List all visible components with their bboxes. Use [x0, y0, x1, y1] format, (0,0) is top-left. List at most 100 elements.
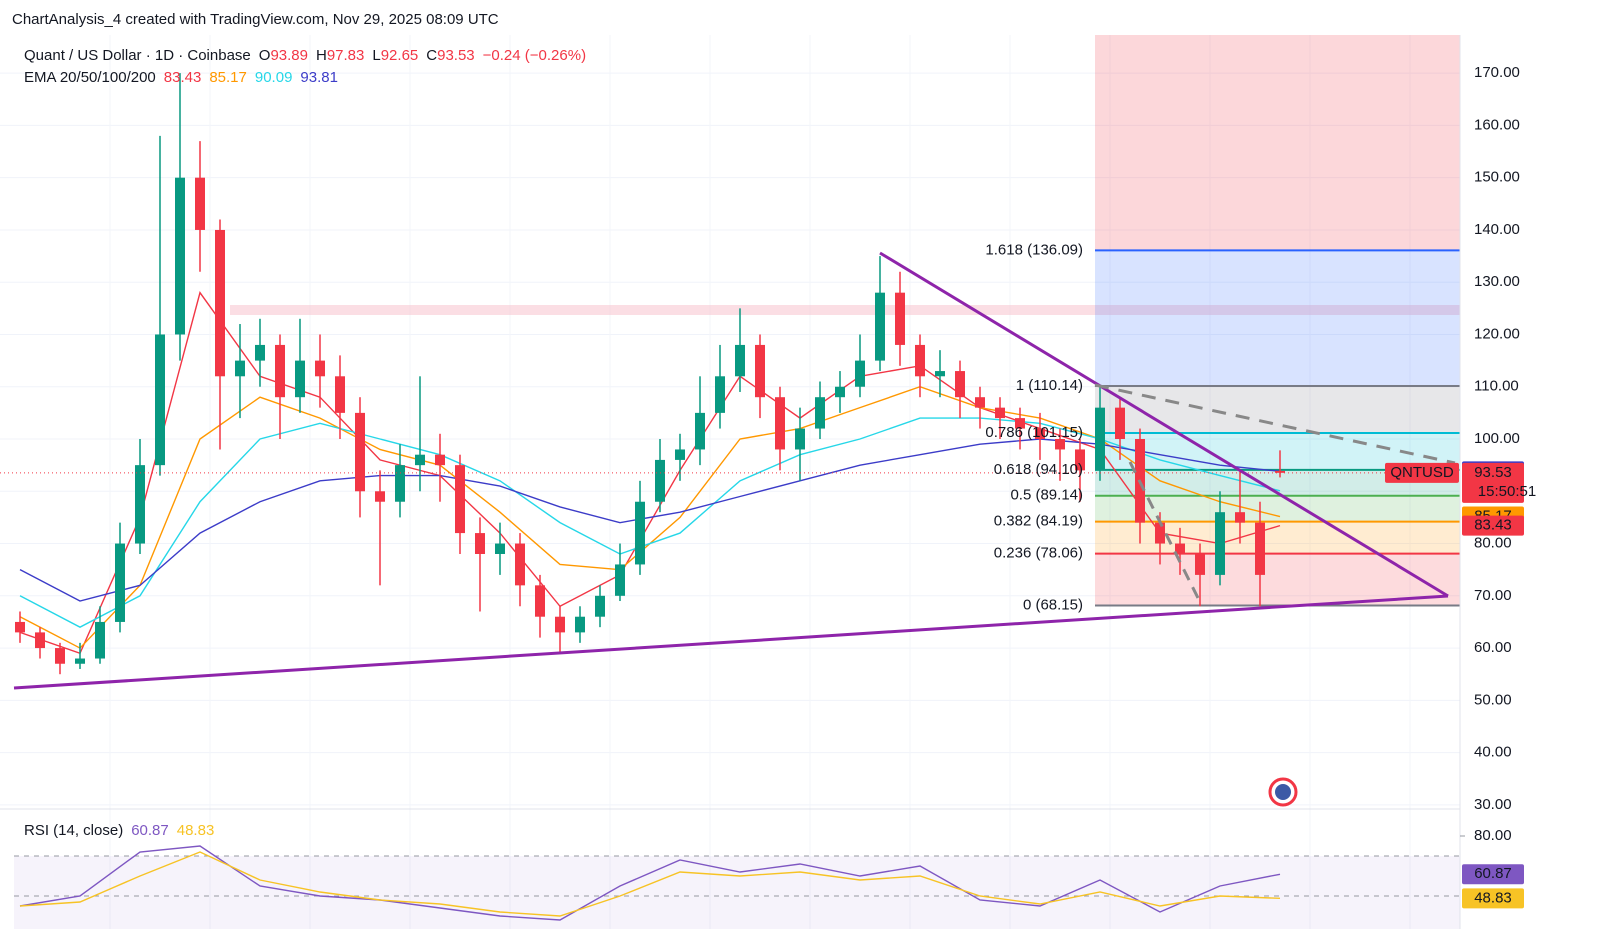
candle-body: [795, 428, 805, 450]
candle-body: [295, 360, 305, 398]
projection-line: [1094, 383, 1456, 465]
swing-line: [1128, 461, 1202, 603]
rsi-badge: [1462, 888, 1524, 909]
candle-body: [55, 648, 65, 664]
rsi-badge-label: 60.87: [1474, 865, 1512, 882]
candle-body: [715, 376, 725, 413]
candle-body: [175, 177, 185, 335]
ema-value: 90.09: [255, 69, 293, 86]
trendline-upper: [879, 251, 1449, 598]
candle-body: [115, 543, 125, 622]
candle-body: [135, 465, 145, 544]
ema-line: [19, 438, 1281, 602]
legend-symbol: Quant / US Dollar · 1D · Coinbase O93.89 H…: [24, 47, 586, 64]
rsi-band: [14, 856, 1460, 929]
rsi-value: 48.83: [177, 822, 215, 839]
candle-body: [15, 621, 25, 633]
y-tick-label: 60.00: [1474, 639, 1512, 656]
candle-body: [595, 595, 605, 617]
fib-label: 0.382 (84.19): [994, 513, 1083, 530]
candle-body: [655, 459, 665, 502]
trendline-lower: [13, 594, 1449, 690]
y-tick-label: 70.00: [1474, 587, 1512, 604]
ohlc-label: L: [372, 47, 380, 64]
candle-body: [1255, 522, 1265, 575]
candle-body: [1095, 407, 1105, 471]
y-tick-label: 160.00: [1474, 116, 1520, 133]
candle-body: [1215, 512, 1225, 575]
ohlc-label: C: [426, 47, 437, 64]
ema-line: [19, 291, 1281, 655]
candle-body: [195, 177, 205, 230]
candle-body: [815, 397, 825, 429]
candle-body: [315, 360, 325, 377]
header: ChartAnalysis_4 created with TradingView…: [12, 11, 499, 28]
flag-icon-inner: [1275, 784, 1291, 800]
candle-body: [935, 371, 945, 377]
candle-body: [555, 616, 565, 633]
candle-body: [635, 501, 645, 565]
fib-zones: [1095, 249, 1460, 607]
ohlc-label: O: [259, 47, 271, 64]
fib-zone: [1095, 250, 1460, 387]
candle-body: [415, 454, 425, 466]
y-tick-label: 50.00: [1474, 691, 1512, 708]
y-tick-label: 150.00: [1474, 169, 1520, 186]
grid: [0, 35, 1460, 929]
y-tick-label: 30.00: [1474, 796, 1512, 813]
y-tick-label: 40.00: [1474, 744, 1512, 761]
candle-body: [75, 658, 85, 664]
candle-body: [875, 292, 885, 361]
y-tick-label: 170.00: [1474, 64, 1520, 81]
ema-title: EMA 20/50/100/200: [24, 69, 156, 86]
candle-body: [855, 360, 865, 387]
candle-body: [475, 533, 485, 554]
fib-zone: [1095, 495, 1460, 522]
symbol-badge: [1385, 462, 1459, 483]
candle-body: [995, 407, 1005, 419]
candle-body: [375, 491, 385, 502]
y-tick-label: 120.00: [1474, 325, 1520, 342]
candle-body: [1155, 522, 1165, 544]
candle-body: [955, 371, 965, 398]
candle-body: [255, 344, 265, 361]
ohlc-value: 97.83: [327, 47, 365, 64]
fib-label: 0.786 (101.15): [985, 424, 1083, 441]
countdown: 15:50:51: [1478, 483, 1536, 500]
ohlc-value: 92.65: [381, 47, 419, 64]
ohlc-value: 93.89: [270, 47, 308, 64]
candle-body: [755, 344, 765, 398]
rsi-tick-label: 80.00: [1474, 827, 1512, 844]
candle-body: [395, 465, 405, 502]
legend-ema: EMA 20/50/100/200 83.43 85.17 90.09 93.81: [24, 69, 338, 86]
rsi-badge: [1462, 864, 1524, 885]
y-tick-label: 80.00: [1474, 535, 1512, 552]
candle-body: [215, 229, 225, 377]
candle-body: [355, 412, 365, 492]
legend-title: Quant / US Dollar · 1D · Coinbase: [24, 47, 251, 64]
fib-label: 1 (110.14): [1016, 377, 1083, 394]
candle-body: [275, 344, 285, 398]
rsi-line: [19, 851, 1281, 917]
candle-body: [1035, 428, 1045, 440]
ema-line: [19, 417, 1281, 628]
candle-body: [975, 397, 985, 408]
current-price-label: 93.53: [1474, 464, 1512, 481]
rsi-value: 60.87: [131, 822, 169, 839]
candle-body: [835, 386, 845, 398]
candle-body: [735, 344, 745, 377]
ema-value: 93.81: [300, 69, 338, 86]
change: −0.24 (−0.26%): [483, 47, 586, 64]
candle-body: [95, 621, 105, 659]
rsi-title: RSI (14, close): [24, 822, 123, 839]
candle-body: [675, 449, 685, 460]
y-tick-label: 130.00: [1474, 273, 1520, 290]
fib-label: 0 (68.15): [1023, 596, 1083, 613]
candle-body: [235, 360, 245, 377]
fib-label: 0.618 (94.10): [994, 461, 1083, 478]
ohlc-label: H: [316, 47, 327, 64]
candle-body: [1055, 439, 1065, 450]
price-badge: [1462, 515, 1524, 536]
fib-zone: [1095, 386, 1460, 433]
